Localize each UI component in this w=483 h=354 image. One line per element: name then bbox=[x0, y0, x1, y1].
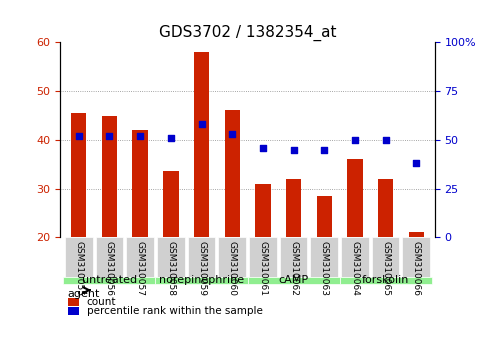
Point bbox=[412, 160, 420, 166]
Point bbox=[259, 145, 267, 150]
Bar bbox=[102, 116, 117, 237]
Point bbox=[320, 147, 328, 153]
FancyBboxPatch shape bbox=[248, 277, 340, 284]
Text: agent: agent bbox=[68, 289, 100, 298]
Point bbox=[167, 135, 175, 141]
Bar bbox=[286, 179, 301, 237]
Bar bbox=[163, 171, 179, 237]
Text: cAMP: cAMP bbox=[279, 275, 309, 285]
FancyBboxPatch shape bbox=[156, 277, 248, 284]
FancyBboxPatch shape bbox=[188, 237, 215, 277]
Point bbox=[136, 133, 144, 139]
Bar bbox=[255, 184, 270, 237]
Text: GSM310066: GSM310066 bbox=[412, 241, 421, 296]
FancyBboxPatch shape bbox=[249, 237, 277, 277]
FancyBboxPatch shape bbox=[96, 237, 123, 277]
Title: GDS3702 / 1382354_at: GDS3702 / 1382354_at bbox=[159, 25, 336, 41]
Point bbox=[75, 133, 83, 139]
FancyBboxPatch shape bbox=[157, 237, 185, 277]
FancyBboxPatch shape bbox=[372, 237, 399, 277]
Point bbox=[290, 147, 298, 153]
Text: GSM310061: GSM310061 bbox=[258, 241, 268, 296]
FancyBboxPatch shape bbox=[341, 237, 369, 277]
Text: percentile rank within the sample: percentile rank within the sample bbox=[86, 306, 262, 316]
Point bbox=[198, 121, 205, 127]
Text: GSM310064: GSM310064 bbox=[351, 241, 359, 296]
Bar bbox=[68, 307, 79, 315]
Text: GSM310056: GSM310056 bbox=[105, 241, 114, 296]
Text: forskolin: forskolin bbox=[362, 275, 409, 285]
Bar bbox=[409, 232, 424, 237]
Point bbox=[106, 133, 114, 139]
Point bbox=[228, 131, 236, 137]
Bar bbox=[378, 179, 393, 237]
FancyBboxPatch shape bbox=[340, 277, 432, 284]
Text: GSM310060: GSM310060 bbox=[227, 241, 237, 296]
Bar bbox=[68, 298, 79, 306]
FancyBboxPatch shape bbox=[63, 277, 156, 284]
Text: norepinephrine: norepinephrine bbox=[159, 275, 244, 285]
Text: GSM310055: GSM310055 bbox=[74, 241, 83, 296]
Bar bbox=[225, 110, 240, 237]
Text: GSM310062: GSM310062 bbox=[289, 241, 298, 296]
Text: untreated: untreated bbox=[82, 275, 137, 285]
Bar bbox=[194, 52, 209, 237]
Point bbox=[351, 137, 359, 143]
Bar bbox=[71, 113, 86, 237]
FancyBboxPatch shape bbox=[65, 237, 93, 277]
Text: GSM310058: GSM310058 bbox=[166, 241, 175, 296]
Bar bbox=[316, 196, 332, 237]
FancyBboxPatch shape bbox=[402, 237, 430, 277]
Bar bbox=[132, 130, 148, 237]
FancyBboxPatch shape bbox=[311, 237, 338, 277]
Text: count: count bbox=[86, 297, 116, 307]
Text: GSM310059: GSM310059 bbox=[197, 241, 206, 296]
Bar bbox=[347, 159, 363, 237]
FancyBboxPatch shape bbox=[280, 237, 307, 277]
Point bbox=[382, 137, 389, 143]
FancyBboxPatch shape bbox=[218, 237, 246, 277]
Text: GSM310065: GSM310065 bbox=[381, 241, 390, 296]
FancyBboxPatch shape bbox=[127, 237, 154, 277]
Text: GSM310063: GSM310063 bbox=[320, 241, 329, 296]
Text: GSM310057: GSM310057 bbox=[136, 241, 144, 296]
